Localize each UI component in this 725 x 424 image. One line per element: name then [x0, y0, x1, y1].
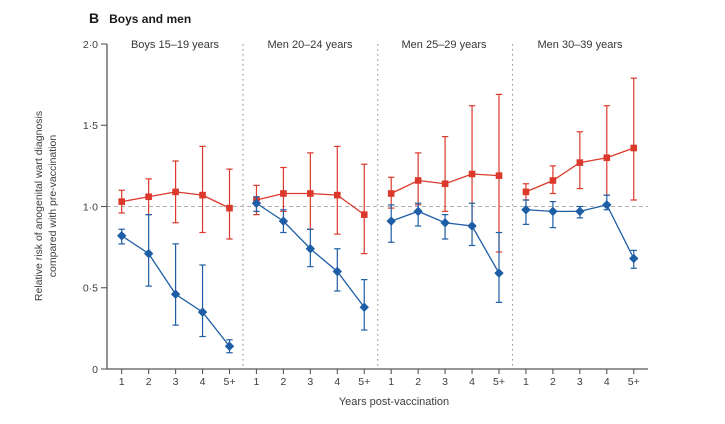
- blue-diamonds-p2-marker-diamond: [386, 216, 396, 226]
- blue-diamonds-p2-marker-diamond: [413, 206, 423, 217]
- y-tick-label: 1·0: [83, 201, 98, 213]
- red-squares-p0-marker-square: [118, 198, 125, 205]
- x-tick-label: 3: [442, 376, 448, 388]
- red-squares-p2-marker-square: [495, 172, 503, 179]
- red-squares-p3-marker-square: [549, 177, 557, 184]
- red-squares-p3-marker-square: [603, 154, 611, 162]
- x-tick-label: 2: [415, 376, 421, 388]
- red-squares-p1-marker-square: [307, 190, 314, 197]
- blue-diamonds-p0-marker-diamond: [224, 341, 235, 351]
- red-squares-p2-marker-square: [387, 190, 395, 197]
- x-tick-label: 4: [604, 376, 610, 388]
- red-squares-p0-marker-square: [145, 193, 152, 201]
- red-squares-p3-marker-square: [522, 188, 530, 196]
- blue-diamonds-p1-marker-diamond: [305, 244, 316, 254]
- x-tick-label: 4: [200, 376, 206, 388]
- x-tick-label: 5+: [358, 376, 370, 388]
- x-tick-label: 3: [307, 376, 313, 388]
- red-squares-p1-marker-square: [360, 211, 368, 218]
- blue-diamonds-p3-marker-diamond: [629, 253, 639, 264]
- blue-diamonds-p2-marker-diamond: [494, 268, 504, 278]
- x-tick-label: 4: [334, 376, 340, 388]
- y-tick-label: 1·5: [83, 120, 98, 132]
- blue-diamonds-p3-marker-diamond: [521, 205, 531, 215]
- x-tick-label: 1: [119, 376, 125, 388]
- blue-diamonds-p1-marker-diamond: [251, 198, 262, 208]
- red-squares-p3-marker-square: [576, 159, 584, 166]
- y-tick-label: 0: [92, 364, 98, 376]
- blue-diamonds-p1-marker-diamond: [359, 302, 369, 312]
- x-tick-label: 2: [146, 376, 152, 388]
- blue-diamonds-p0-marker-diamond: [117, 231, 127, 241]
- blue-diamonds-p3-marker-diamond: [548, 206, 558, 217]
- blue-diamonds-p3-marker-diamond: [602, 200, 612, 210]
- blue-diamonds-p0-marker-diamond: [170, 289, 181, 299]
- blue-diamonds-p2-marker-diamond: [467, 221, 477, 231]
- blue-diamonds-p1-marker-diamond: [278, 216, 289, 226]
- x-tick-label: 5+: [628, 376, 640, 388]
- x-tick-label: 2: [280, 376, 286, 388]
- red-squares-p0-marker-square: [199, 191, 206, 199]
- blue-diamonds-p0-marker-diamond: [197, 307, 208, 317]
- red-squares-p2-marker-square: [414, 177, 422, 184]
- x-tick-label: 3: [173, 376, 179, 388]
- x-tick-label: 1: [254, 376, 260, 388]
- red-squares-p0-marker-square: [226, 204, 233, 212]
- x-tick-label: 5+: [224, 376, 236, 388]
- x-tick-label: 3: [577, 376, 583, 388]
- blue-diamonds-p1-marker-diamond: [332, 266, 342, 277]
- y-tick-label: 2·0: [83, 39, 98, 51]
- red-squares-p1-marker-square: [334, 191, 341, 199]
- x-tick-label: 5+: [493, 376, 505, 388]
- red-squares-p0-marker-square: [172, 188, 179, 196]
- y-tick-label: 0·5: [83, 283, 98, 295]
- blue-diamonds-p2-marker-diamond: [440, 218, 450, 228]
- x-tick-label: 1: [388, 376, 394, 388]
- red-squares-p1-marker-square: [280, 190, 287, 197]
- red-squares-p2-marker-square: [441, 180, 449, 188]
- x-tick-label: 1: [523, 376, 529, 388]
- red-squares-p2-marker-square: [468, 170, 476, 178]
- x-tick-label: 4: [469, 376, 475, 388]
- blue-diamonds-p3-marker-diamond: [575, 206, 585, 217]
- blue-diamonds-p0-marker-diamond: [143, 248, 154, 259]
- red-squares-p3-marker-square: [630, 144, 638, 152]
- x-tick-label: 2: [550, 376, 556, 388]
